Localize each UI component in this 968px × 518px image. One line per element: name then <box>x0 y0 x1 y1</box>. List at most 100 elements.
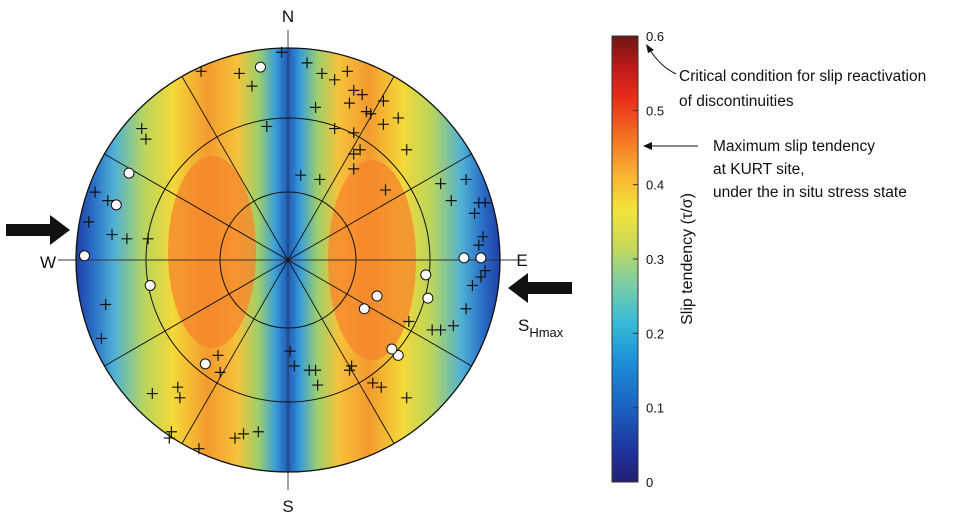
cross-pole-icon <box>401 392 413 404</box>
cross-pole-icon <box>469 207 481 219</box>
cross-pole-icon <box>475 271 487 283</box>
east-label: E <box>516 251 527 270</box>
cross-pole-icon <box>142 233 154 245</box>
circle-pole-icon <box>110 199 122 211</box>
cross-pole-icon <box>380 184 392 196</box>
cross-pole-icon <box>165 426 177 438</box>
cross-pole-icon <box>252 426 264 438</box>
cross-pole-icon <box>301 57 313 69</box>
cross-pole-icon <box>346 360 358 372</box>
cross-pole-icon <box>310 364 322 376</box>
cross-pole-icon <box>348 148 360 160</box>
shmax-label: SHmax <box>518 316 564 340</box>
cross-pole-icon <box>106 229 118 241</box>
circle-pole-icon <box>78 250 90 262</box>
cross-pole-icon <box>375 381 387 393</box>
west-label: W <box>40 253 56 272</box>
cross-pole-icon <box>121 233 133 245</box>
north-label: N <box>282 7 294 26</box>
cross-pole-icon <box>341 65 353 77</box>
circle-pole-icon <box>144 279 156 291</box>
cross-pole-icon <box>377 95 389 107</box>
shmax-subscript: Hmax <box>529 325 563 340</box>
cross-pole-icon <box>172 381 184 393</box>
cross-pole-icon <box>214 366 226 378</box>
circle-pole-icon <box>358 303 370 315</box>
cross-pole-icon <box>146 388 158 400</box>
circle-poles <box>78 61 487 370</box>
cross-pole-icon <box>174 392 186 404</box>
stereonet: N S W E SHmax <box>6 7 572 516</box>
circle-pole-icon <box>458 252 470 264</box>
cross-pole-icon <box>348 163 360 175</box>
cross-pole-icon <box>403 315 415 327</box>
cross-poles <box>83 46 491 455</box>
colorbar-tick-label: 0.2 <box>646 326 664 341</box>
stereonet-grid <box>58 30 518 490</box>
colorbar-label: Slip tendency (τ/σ) <box>679 193 696 325</box>
colorbar-tick-label: 0.3 <box>646 252 664 267</box>
critical-arrowhead <box>646 44 654 53</box>
cross-pole-icon <box>310 101 322 113</box>
cross-pole-icon <box>212 349 224 361</box>
cross-pole-icon <box>329 74 341 86</box>
cross-pole-icon <box>246 80 258 92</box>
cross-pole-icon <box>392 112 404 124</box>
cross-pole-icon <box>354 144 366 156</box>
cross-pole-icon <box>348 127 360 139</box>
annotations: Critical condition for slip reactivation… <box>643 44 926 201</box>
max-slip-arrowhead <box>643 142 652 150</box>
cross-pole-icon <box>83 216 95 228</box>
cross-pole-icon <box>193 443 205 455</box>
circle-pole-icon <box>371 290 383 302</box>
circle-pole-icon <box>123 167 135 179</box>
cross-pole-icon <box>229 432 241 444</box>
cross-pole-icon <box>233 67 245 79</box>
cross-pole-icon <box>365 108 377 120</box>
colorbar-ticks: 0 0.1 0.2 0.3 0.4 0.5 0.6 <box>633 29 664 490</box>
circle-pole-icon <box>199 358 211 370</box>
grid-diameter <box>104 153 472 367</box>
circle-pole-icon <box>386 343 398 355</box>
primitive-circle <box>75 47 501 473</box>
cross-pole-icon <box>136 123 148 135</box>
cross-pole-icon <box>102 195 114 207</box>
cross-pole-icon <box>312 379 324 391</box>
max-slip-annotation-line-3: under the in situ stress state <box>713 184 907 201</box>
south-label: S <box>282 497 293 516</box>
colorbar-tick-label: 0.6 <box>646 29 664 44</box>
max-slip-annotation-line-1: Maximum slip tendency <box>713 138 875 155</box>
cross-pole-icon <box>377 118 389 130</box>
cross-pole-icon <box>343 97 355 109</box>
cross-pole-icon <box>89 186 101 198</box>
cross-pole-icon <box>284 345 296 357</box>
cross-pole-icon <box>401 144 413 156</box>
colorbar-tick-label: 0.5 <box>646 103 664 118</box>
circle-pole-icon <box>422 292 434 304</box>
cross-pole-icon <box>295 169 307 181</box>
critical-annotation-line-1: Critical condition for slip reactivation <box>679 68 926 85</box>
critical-annotation-line-2: of discontinuities <box>679 93 794 110</box>
cross-pole-icon <box>445 195 457 207</box>
cross-pole-icon <box>466 279 478 291</box>
shmax-main: S <box>518 316 529 335</box>
cross-pole-icon <box>261 120 273 132</box>
cross-pole-icon <box>314 173 326 185</box>
max-slip-annotation-line-2: at KURT site, <box>713 161 805 178</box>
cross-pole-icon <box>435 178 447 190</box>
colorbar: 0 0.1 0.2 0.3 0.4 0.5 0.6 Slip tendency (τ/σ) <box>611 29 696 490</box>
stress-arrow-west-icon <box>6 215 70 245</box>
cross-pole-icon <box>460 303 472 315</box>
circle-pole-icon <box>475 252 487 264</box>
cross-pole-icon <box>329 123 341 135</box>
cross-pole-icon <box>316 67 328 79</box>
cross-pole-icon <box>460 173 472 185</box>
cross-pole-icon <box>479 197 491 209</box>
stress-arrow-east-icon <box>508 273 572 303</box>
cross-pole-icon <box>288 360 300 372</box>
cross-pole-icon <box>95 332 107 344</box>
colorbar-tick-label: 0 <box>646 475 653 490</box>
cross-pole-icon <box>479 265 491 277</box>
colorbar-tick-label: 0.4 <box>646 178 664 193</box>
